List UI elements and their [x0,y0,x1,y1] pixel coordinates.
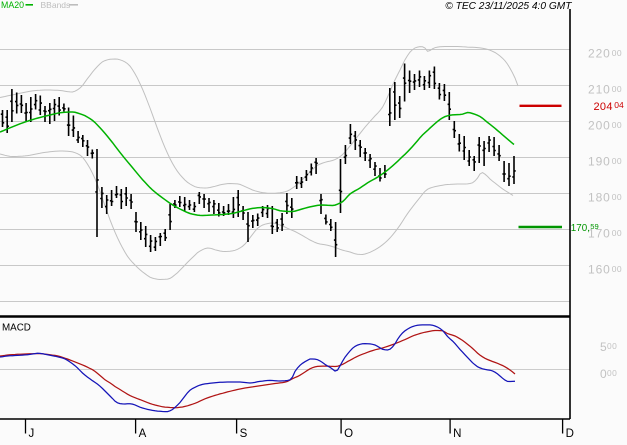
svg-text:00: 00 [612,192,622,202]
svg-text:00: 00 [612,48,622,58]
svg-text:0: 0 [600,367,607,381]
svg-text:220: 220 [588,47,611,61]
svg-text:S: S [240,428,248,440]
svg-text:00: 00 [612,264,622,274]
svg-text:A: A [139,428,147,440]
svg-text:00: 00 [607,368,617,378]
svg-text:200: 200 [588,119,611,133]
svg-text:00: 00 [607,341,617,351]
svg-text:170,: 170, [571,223,590,234]
svg-text:D: D [566,428,574,440]
svg-text:© TEC 23/11/2025 4:0 GMT: © TEC 23/11/2025 4:0 GMT [445,1,572,12]
svg-text:190: 190 [588,155,611,169]
svg-text:00: 00 [612,156,622,166]
svg-text:59: 59 [590,222,598,231]
svg-text:J: J [29,428,35,440]
svg-text:04: 04 [614,100,624,110]
svg-text:00: 00 [612,84,622,94]
svg-text:210: 210 [588,83,611,97]
svg-text:00: 00 [612,120,622,130]
svg-text:O: O [344,428,353,440]
svg-text:00: 00 [612,228,622,238]
svg-text:180: 180 [588,191,611,205]
svg-text:170: 170 [588,227,611,241]
svg-text:204: 204 [594,101,613,113]
svg-text:MACD: MACD [2,322,31,333]
svg-text:BBands: BBands [41,0,71,10]
svg-text:160: 160 [588,263,611,277]
svg-text:MA20: MA20 [1,0,24,10]
svg-text:N: N [453,428,461,440]
svg-text:5: 5 [600,340,607,354]
